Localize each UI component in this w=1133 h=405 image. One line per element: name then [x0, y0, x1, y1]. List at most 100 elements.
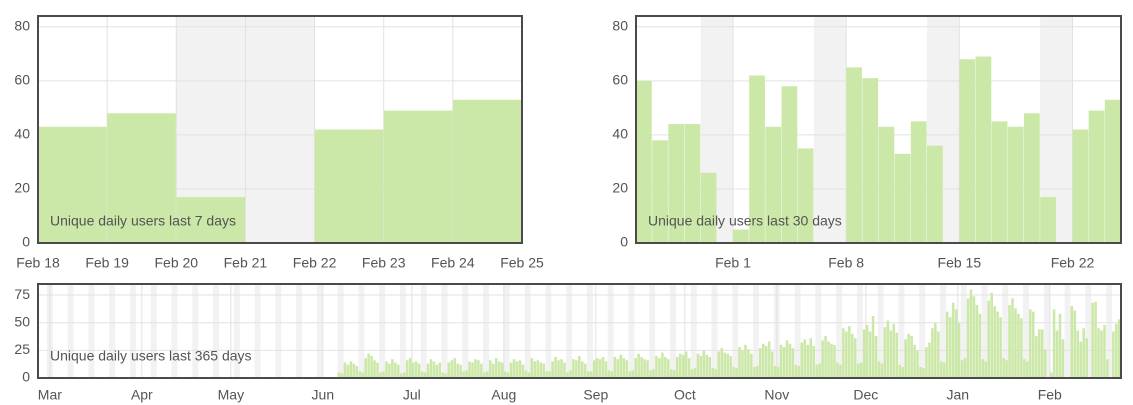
weekend-band	[524, 284, 531, 378]
bar	[895, 332, 899, 378]
bar	[1072, 129, 1089, 243]
bar	[767, 341, 771, 378]
bar	[652, 140, 668, 243]
bar	[408, 358, 412, 378]
bar	[1088, 110, 1105, 243]
bar	[1034, 335, 1038, 378]
bar	[521, 364, 525, 378]
bar	[850, 333, 854, 378]
bar	[776, 366, 780, 378]
bar	[667, 359, 670, 378]
bar	[901, 366, 904, 378]
weekend-band	[566, 284, 573, 378]
bar	[586, 371, 590, 378]
weekend-band	[856, 284, 863, 378]
bar	[649, 370, 652, 378]
bar	[951, 302, 955, 378]
bar	[512, 359, 516, 378]
bar	[397, 364, 400, 378]
x-tick-label: Feb 20	[154, 255, 198, 271]
bar	[1085, 338, 1088, 378]
bar	[874, 335, 878, 378]
bar	[940, 361, 943, 378]
bar	[349, 361, 353, 378]
x-tick-label: Feb 18	[16, 255, 60, 271]
bar	[999, 317, 1002, 378]
bar	[426, 363, 430, 378]
bar	[978, 313, 982, 378]
bar	[824, 335, 827, 378]
bar	[764, 345, 768, 378]
bar	[509, 362, 513, 378]
bar	[821, 340, 824, 378]
bar	[987, 300, 991, 378]
bar	[720, 348, 724, 378]
bar	[524, 370, 528, 378]
bar	[441, 372, 445, 378]
bar	[700, 172, 717, 243]
plot-border	[37, 283, 1122, 379]
bar	[991, 121, 1008, 243]
bar	[894, 153, 911, 243]
bar	[527, 372, 531, 378]
bar	[877, 361, 881, 378]
weekend-band	[732, 284, 739, 378]
x-tick-label: Oct	[674, 387, 696, 403]
bar	[960, 360, 964, 378]
bar	[370, 355, 373, 378]
bar	[871, 316, 875, 378]
bar	[981, 359, 985, 378]
bar	[394, 362, 397, 378]
bar	[696, 353, 700, 378]
bar	[1055, 330, 1059, 378]
bar	[1011, 298, 1014, 378]
bar	[628, 371, 632, 378]
x-tick-label: Feb 15	[938, 255, 982, 271]
bar	[770, 351, 774, 378]
bar	[993, 306, 996, 378]
bar	[343, 362, 347, 378]
bar	[664, 356, 667, 378]
bar	[465, 370, 468, 378]
bar	[462, 371, 465, 378]
bar	[385, 361, 388, 378]
bar	[1058, 313, 1062, 378]
bar	[1008, 305, 1011, 378]
weekend-band	[441, 284, 448, 378]
bar	[379, 372, 382, 378]
bar	[361, 372, 364, 378]
bar	[781, 86, 798, 243]
x-tick-label: Feb 19	[85, 255, 129, 271]
bar	[759, 348, 762, 378]
bar	[1115, 323, 1118, 378]
bar	[1020, 318, 1023, 378]
bar	[690, 369, 694, 378]
bar	[668, 124, 685, 243]
weekend-band	[337, 284, 344, 378]
chart-title: Unique daily users last 365 days	[50, 348, 252, 364]
bar	[376, 362, 379, 378]
bar	[747, 349, 750, 378]
x-tick-label: Feb 21	[224, 255, 268, 271]
x-tick-label: Feb 22	[293, 255, 337, 271]
bar	[554, 356, 557, 378]
weekend-band	[171, 284, 178, 378]
bar	[578, 355, 581, 378]
weekend-band	[233, 284, 240, 378]
weekend-band	[1002, 284, 1009, 378]
bar	[518, 360, 522, 378]
bar	[836, 362, 839, 378]
bar	[723, 352, 726, 378]
bar	[1070, 306, 1074, 378]
bar	[358, 371, 362, 378]
bar	[1040, 329, 1044, 378]
bar	[744, 344, 747, 378]
bar	[580, 361, 584, 378]
bar	[346, 364, 350, 378]
bar	[619, 354, 623, 378]
bar	[809, 338, 813, 378]
y-tick-label: 80	[14, 18, 30, 34]
bar	[1049, 372, 1053, 378]
weekend-band	[545, 284, 552, 378]
bar	[373, 360, 376, 378]
